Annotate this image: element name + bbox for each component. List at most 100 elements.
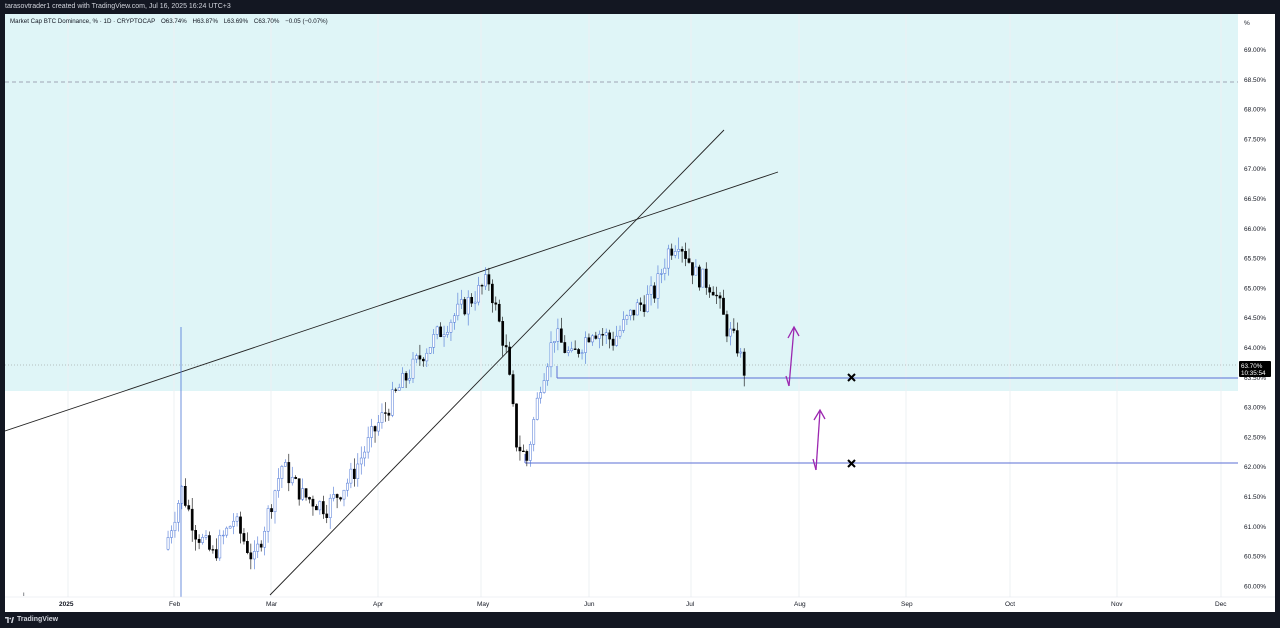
candle-body[interactable] xyxy=(408,378,411,381)
candle-body[interactable] xyxy=(349,468,353,484)
candle-body[interactable] xyxy=(308,497,311,500)
candle-body[interactable] xyxy=(221,534,225,537)
rising-trendline[interactable] xyxy=(269,129,725,596)
candle-body[interactable] xyxy=(656,273,660,299)
candle-body[interactable] xyxy=(701,268,705,288)
candle-body[interactable] xyxy=(508,346,511,375)
candle-body[interactable] xyxy=(380,412,384,423)
candle-body[interactable] xyxy=(190,508,194,531)
candle-body[interactable] xyxy=(239,516,242,534)
candle-body[interactable] xyxy=(556,328,560,342)
candle-body[interactable] xyxy=(342,489,346,500)
candle-body[interactable] xyxy=(711,291,715,296)
candle-body[interactable] xyxy=(604,332,608,336)
candle-body[interactable] xyxy=(601,333,605,336)
candle-body[interactable] xyxy=(373,426,377,432)
candle-body[interactable] xyxy=(404,373,408,381)
candle-body[interactable] xyxy=(573,348,577,350)
target-cross-2[interactable] xyxy=(847,459,856,468)
candle-body[interactable] xyxy=(473,301,477,304)
candle-body[interactable] xyxy=(432,334,436,348)
candle-body[interactable] xyxy=(722,297,725,315)
candle-body[interactable] xyxy=(301,488,304,500)
candles[interactable] xyxy=(166,237,746,597)
candle-body[interactable] xyxy=(459,299,463,305)
candle-body[interactable] xyxy=(466,297,470,315)
candle-body[interactable] xyxy=(511,374,515,405)
candle-body[interactable] xyxy=(463,299,467,315)
candle-body[interactable] xyxy=(290,476,294,484)
candle-body[interactable] xyxy=(370,426,373,438)
candle-body[interactable] xyxy=(528,444,532,461)
candle-body[interactable] xyxy=(577,349,580,354)
candle-body[interactable] xyxy=(328,497,332,518)
resistance-zone[interactable] xyxy=(5,14,1238,391)
candle-body[interactable] xyxy=(363,451,367,459)
candle-body[interactable] xyxy=(315,506,318,511)
candle-body[interactable] xyxy=(546,366,549,381)
candle-body[interactable] xyxy=(470,297,473,304)
chart-panel[interactable]: % 69.00% 68.50% 68.00% 67.50% 67.00% 66.50% 66… xyxy=(5,14,1275,612)
candle-body[interactable] xyxy=(387,412,391,416)
candle-body[interactable] xyxy=(539,392,542,399)
candle-body[interactable] xyxy=(425,352,429,362)
candle-body[interactable] xyxy=(449,321,453,333)
candle-body[interactable] xyxy=(183,485,187,506)
candle-body[interactable] xyxy=(332,494,335,499)
price-chart[interactable]: % 69.00% 68.50% 68.00% 67.50% 67.00% 66.50% 66… xyxy=(5,14,1275,612)
candle-body[interactable] xyxy=(218,534,222,559)
candle-body[interactable] xyxy=(170,530,173,538)
candle-body[interactable] xyxy=(366,437,370,453)
candle-body[interactable] xyxy=(587,337,591,343)
candle-body[interactable] xyxy=(615,335,618,346)
candle-body[interactable] xyxy=(677,248,680,252)
candle-body[interactable] xyxy=(384,412,387,414)
candle-body[interactable] xyxy=(718,295,722,299)
candle-body[interactable] xyxy=(173,521,177,531)
candle-body[interactable] xyxy=(522,450,525,453)
candle-body[interactable] xyxy=(704,268,708,288)
bounce-arrow-2[interactable] xyxy=(812,408,826,471)
candle-body[interactable] xyxy=(232,520,235,527)
candle-body[interactable] xyxy=(725,314,729,337)
candle-body[interactable] xyxy=(194,530,198,540)
candle-body[interactable] xyxy=(208,535,211,550)
candle-body[interactable] xyxy=(242,533,246,542)
candle-body[interactable] xyxy=(653,285,656,299)
candle-body[interactable] xyxy=(228,526,232,529)
candle-body[interactable] xyxy=(411,358,415,379)
candle-body[interactable] xyxy=(204,535,208,538)
candle-body[interactable] xyxy=(698,266,701,288)
candle-body[interactable] xyxy=(201,537,204,543)
candle-body[interactable] xyxy=(397,387,401,391)
candle-body[interactable] xyxy=(428,347,432,354)
candle-body[interactable] xyxy=(708,287,712,293)
candle-body[interactable] xyxy=(266,508,270,532)
price-axis[interactable] xyxy=(1238,14,1275,612)
candle-body[interactable] xyxy=(494,302,498,305)
candle-body[interactable] xyxy=(532,419,536,445)
candle-body[interactable] xyxy=(325,513,329,518)
candle-body[interactable] xyxy=(591,335,594,343)
candle-body[interactable] xyxy=(225,527,229,536)
candle-body[interactable] xyxy=(280,466,284,479)
candle-body[interactable] xyxy=(477,285,480,303)
candle-body[interactable] xyxy=(211,549,215,551)
candle-body[interactable] xyxy=(549,342,553,368)
candle-body[interactable] xyxy=(729,328,732,337)
candle-body[interactable] xyxy=(715,294,718,297)
candle-body[interactable] xyxy=(670,248,674,256)
candle-body[interactable] xyxy=(359,457,363,465)
candle-body[interactable] xyxy=(553,341,556,343)
candle-body[interactable] xyxy=(618,330,622,337)
candle-body[interactable] xyxy=(570,348,574,351)
candle-body[interactable] xyxy=(297,478,301,500)
candle-body[interactable] xyxy=(435,326,439,335)
candle-body[interactable] xyxy=(187,505,191,510)
candle-body[interactable] xyxy=(635,302,639,316)
candle-body[interactable] xyxy=(742,351,746,376)
candle-body[interactable] xyxy=(625,315,629,320)
candle-body[interactable] xyxy=(284,462,287,467)
candle-body[interactable] xyxy=(484,274,487,287)
candle-body[interactable] xyxy=(515,403,518,448)
